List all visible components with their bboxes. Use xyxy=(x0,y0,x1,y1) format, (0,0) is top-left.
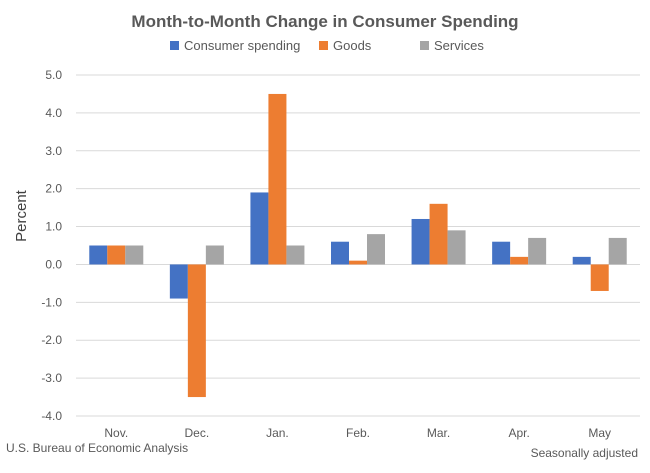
x-tick-label: May xyxy=(588,426,611,440)
x-tick-label: Jan. xyxy=(266,426,289,440)
x-tick-label: Nov. xyxy=(104,426,128,440)
bar-services-nov xyxy=(125,245,144,265)
y-tick-label: 0.0 xyxy=(45,257,62,271)
y-axis-ticks: 5.0 4.0 3.0 2.0 1.0 0.0 -1.0 -2.0 -3.0 -4.0 xyxy=(41,68,62,423)
bar-goods-feb xyxy=(349,260,367,265)
bar-goods-may xyxy=(590,264,609,291)
bar-goods-nov xyxy=(107,245,126,265)
bar-goods-jan xyxy=(268,93,287,265)
bar-services-feb xyxy=(367,234,385,265)
seasonal-note: Seasonally adjusted xyxy=(531,446,638,460)
y-tick-label: -4.0 xyxy=(41,409,62,423)
gridlines xyxy=(76,74,640,417)
chart-title: Month-to-Month Change in Consumer Spendi… xyxy=(131,12,518,31)
x-tick-label: Apr. xyxy=(508,426,529,440)
legend-swatch xyxy=(319,41,328,50)
bar-goods-dec xyxy=(187,264,206,398)
x-tick-label: Dec. xyxy=(185,426,210,440)
y-tick-label: -2.0 xyxy=(41,333,62,347)
y-tick-label: 3.0 xyxy=(45,144,62,158)
bar-consumer-spending-feb xyxy=(331,241,349,265)
bar-consumer-spending-jan xyxy=(250,192,269,265)
bar-services-may xyxy=(608,237,627,265)
legend-swatch xyxy=(420,41,429,50)
legend: Consumer spending Goods Services xyxy=(170,38,484,53)
bar-consumer-spending-nov xyxy=(89,245,108,265)
source-note: U.S. Bureau of Economic Analysis xyxy=(6,441,188,455)
y-tick-label: -1.0 xyxy=(41,295,62,309)
bar-consumer-spending-may xyxy=(572,256,591,265)
y-tick-label: 2.0 xyxy=(45,182,62,196)
bars xyxy=(89,93,627,398)
y-tick-label: 1.0 xyxy=(45,220,62,234)
bar-services-mar xyxy=(447,230,466,265)
bar-goods-apr xyxy=(510,256,529,265)
y-tick-label: 4.0 xyxy=(45,106,62,120)
x-tick-label: Mar. xyxy=(427,426,450,440)
x-axis-ticks: Nov. Dec. Jan. Feb. Mar. Apr. May xyxy=(104,426,611,440)
bar-consumer-spending-mar xyxy=(411,218,430,265)
bar-services-jan xyxy=(286,245,305,265)
legend-label: Consumer spending xyxy=(184,38,300,53)
bar-services-dec xyxy=(205,245,224,265)
legend-label: Services xyxy=(434,38,484,53)
legend-swatch xyxy=(170,41,179,50)
bar-services-apr xyxy=(528,237,547,265)
y-tick-label: -3.0 xyxy=(41,371,62,385)
bar-consumer-spending-dec xyxy=(169,264,188,299)
bar-goods-mar xyxy=(429,203,448,265)
bar-consumer-spending-apr xyxy=(492,241,511,265)
y-tick-label: 5.0 xyxy=(45,68,62,82)
y-axis-label: Percent xyxy=(13,189,30,242)
legend-label: Goods xyxy=(333,38,372,53)
x-tick-label: Feb. xyxy=(346,426,370,440)
